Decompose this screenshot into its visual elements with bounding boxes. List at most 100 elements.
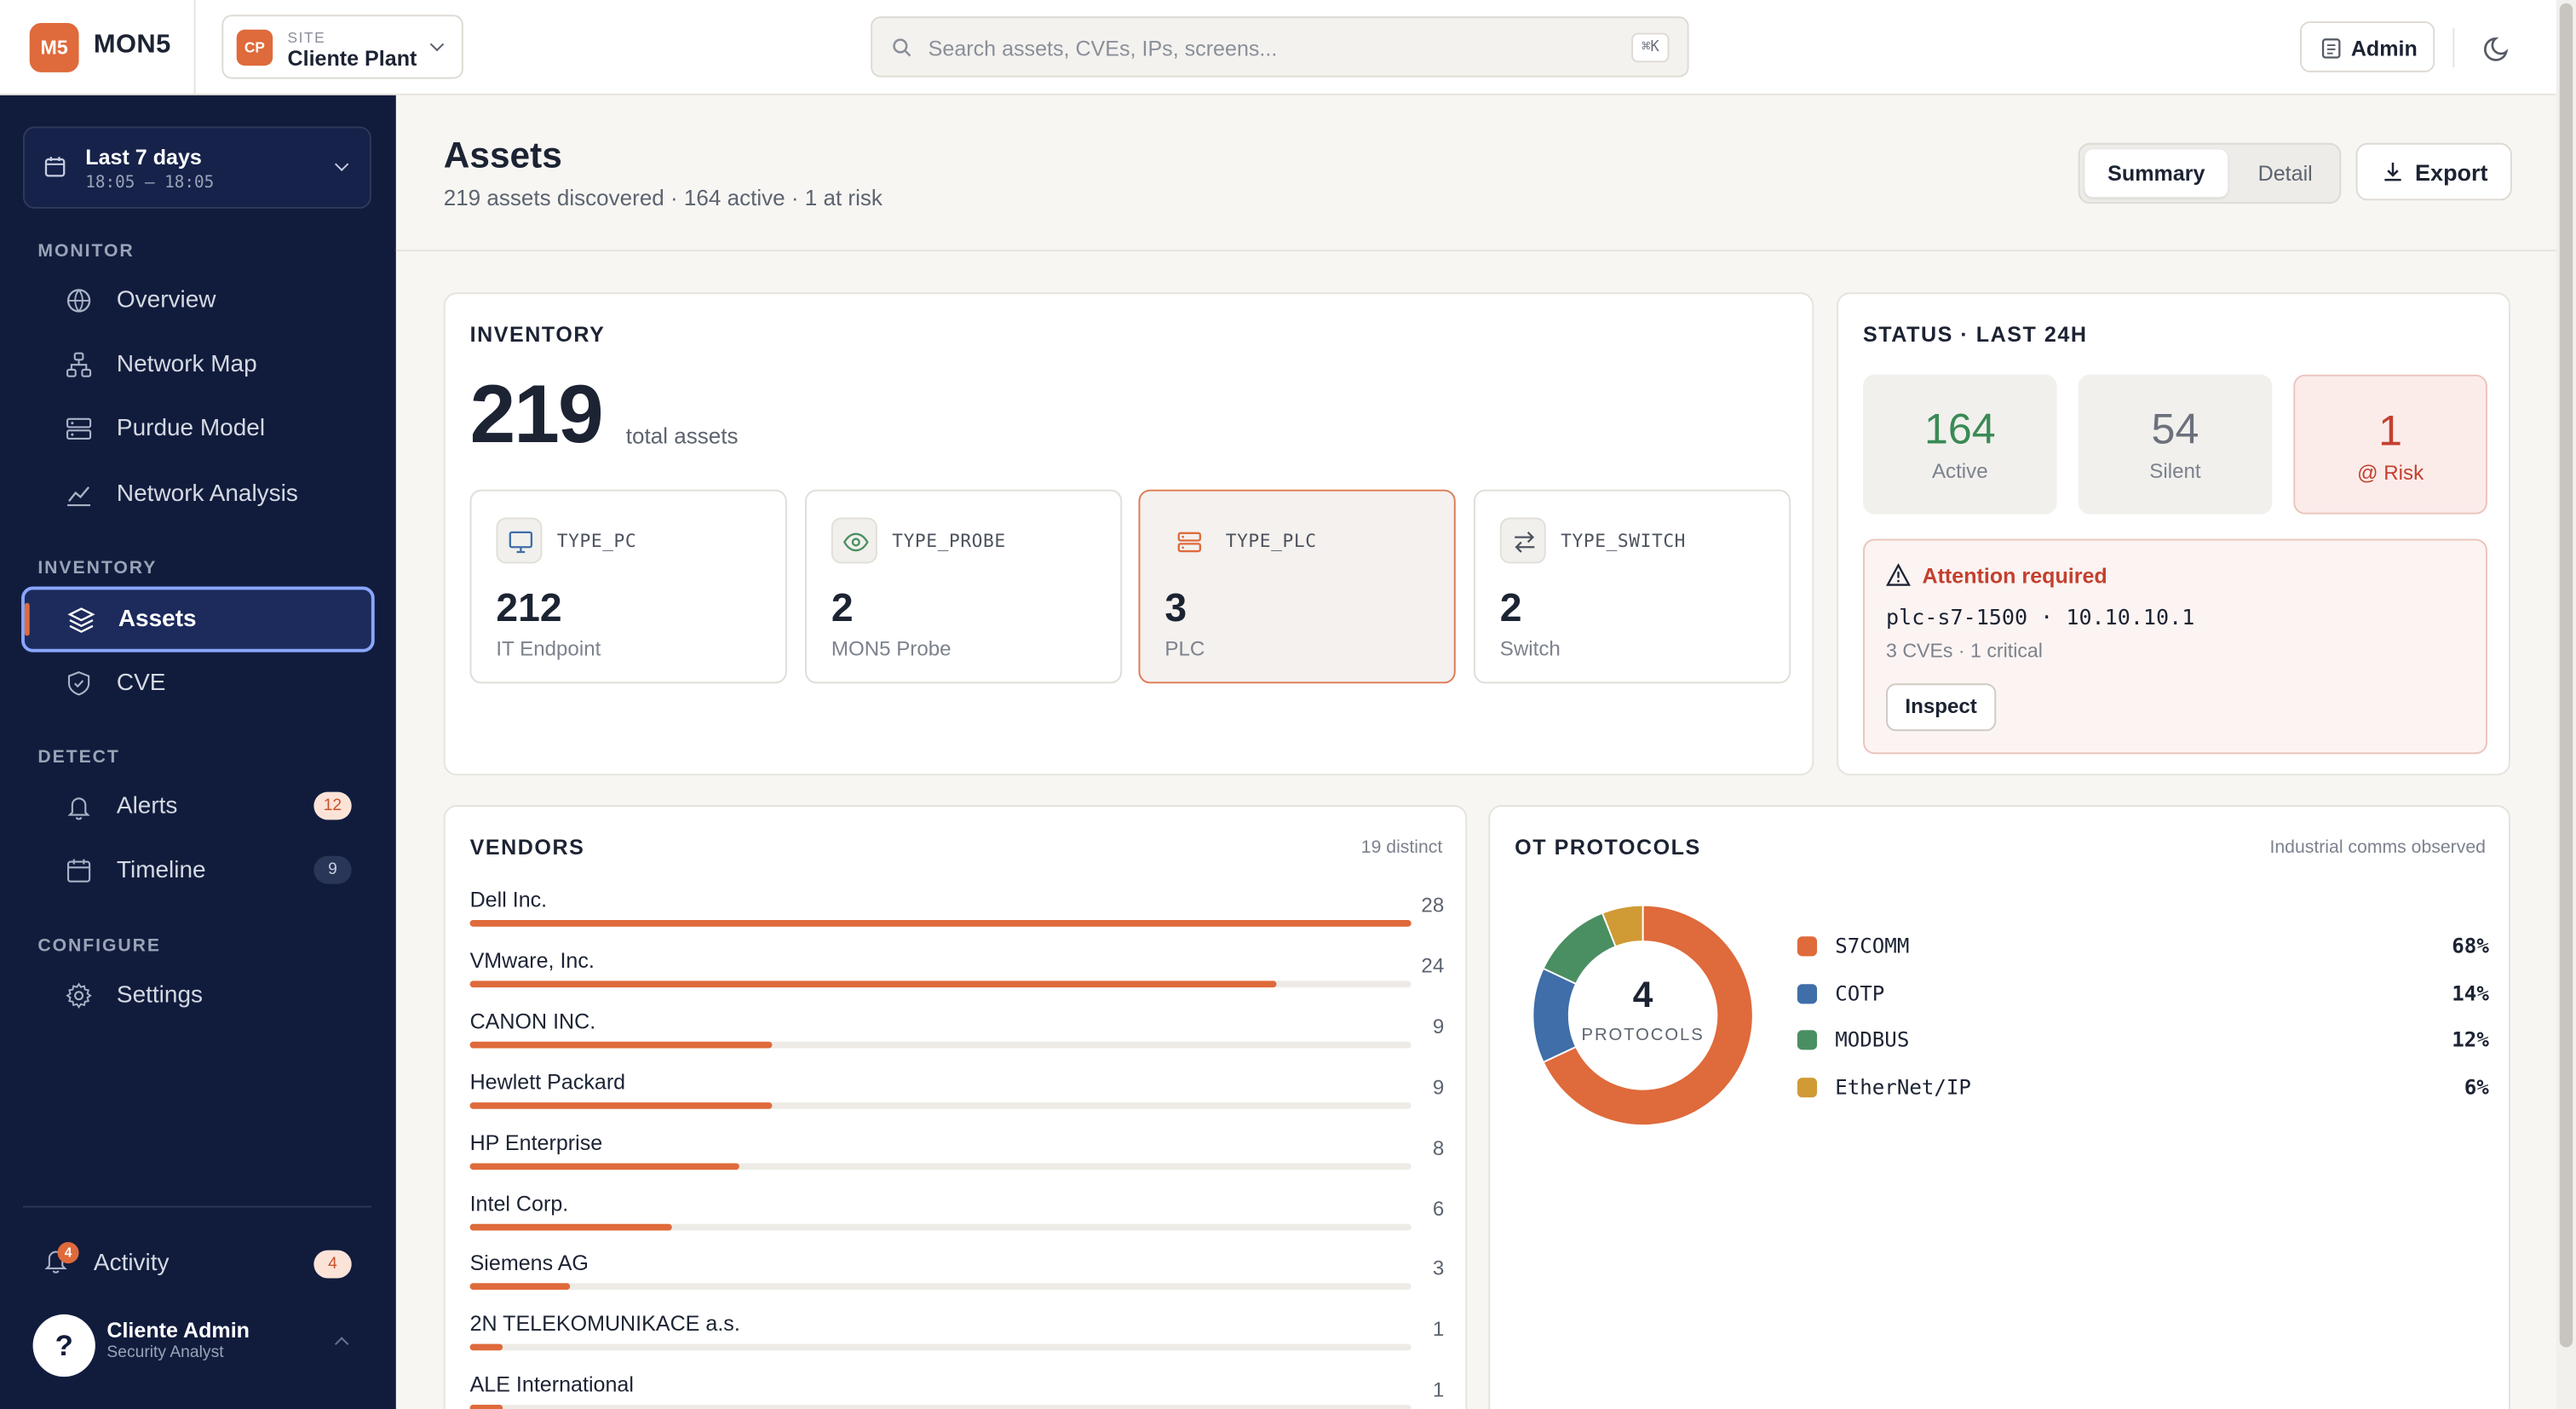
sidebar-item-settings[interactable]: Settings [23, 964, 371, 1027]
stat-active-value: 164 [1923, 404, 1996, 454]
legend-item[interactable]: MODBUS 12% [1797, 1024, 2489, 1057]
theme-toggle-button[interactable] [2477, 26, 2520, 69]
export-button[interactable]: Export [2355, 142, 2512, 201]
asset-type-card-switch[interactable]: TYPE_SWITCH 2 Switch [1473, 489, 1791, 684]
type-icon-box [1164, 518, 1210, 564]
donut-slice-ethernet-ip[interactable] [1601, 904, 1644, 948]
scrollbar-thumb[interactable] [2559, 3, 2573, 1348]
site-selector[interactable]: CP SITE Cliente Plant [221, 14, 463, 79]
tab-summary[interactable]: Summary [2084, 149, 2228, 198]
vendor-row[interactable]: Dell Inc. 28 [469, 887, 1444, 947]
asset-type-card-plc[interactable]: TYPE_PLC 3 PLC [1138, 489, 1456, 684]
protocols-donut: 4 PROTOCOLS [1515, 887, 1771, 1143]
page-scrollbar[interactable] [2556, 0, 2576, 1409]
legend-item[interactable]: S7COMM 68% [1797, 930, 2489, 963]
search-shortcut: ⌘K [1631, 32, 1670, 63]
sidebar-item-overview[interactable]: Overview [23, 269, 371, 331]
document-icon [2321, 38, 2341, 59]
legend-item[interactable]: EtherNet/IP 6% [1797, 1071, 2489, 1104]
vendor-name: Hewlett Packard [469, 1068, 626, 1094]
sidebar-item-network-map[interactable]: Network Map [23, 334, 371, 396]
date-range-selector[interactable]: Last 7 days 18:05 – 18:05 [23, 126, 371, 209]
shield-icon [67, 671, 90, 696]
view-toggle: Summary Detail [2078, 142, 2342, 204]
legend-swatch [1797, 936, 1818, 957]
vendor-bar [469, 1162, 739, 1170]
donut-slice-s7comm[interactable] [1542, 904, 1754, 1127]
sidebar-item-cve[interactable]: CVE [23, 653, 371, 715]
vendor-bar-track [469, 1222, 1412, 1230]
asset-type-card-pc[interactable]: TYPE_PC 212 IT Endpoint [469, 489, 787, 684]
sidebar-item-network-analysis[interactable]: Network Analysis [23, 463, 371, 526]
vendor-bar-track [469, 1162, 1412, 1170]
vendor-count: 8 [1432, 1136, 1445, 1159]
sidebar-item-alerts[interactable]: Alerts 12 [23, 775, 371, 837]
chevron-down-icon [334, 157, 349, 172]
sidebar-divider [23, 1205, 371, 1208]
type-icon-box [831, 517, 877, 564]
vendor-bar-track [469, 1041, 1412, 1049]
protocols-card: OT PROTOCOLS Industrial comms observed 4… [1488, 805, 2510, 1409]
sidebar-item-purdue-model[interactable]: Purdue Model [23, 398, 371, 460]
user-name: Cliente Admin [106, 1317, 250, 1343]
vendor-row[interactable]: Hewlett Packard 9 [469, 1068, 1444, 1130]
gear-icon [66, 982, 92, 1009]
donut-slice-modbus[interactable] [1542, 912, 1617, 986]
vendor-row[interactable]: Siemens AG 3 [469, 1251, 1444, 1311]
page-header: Assets 219 assets discovered · 164 activ… [395, 95, 2556, 252]
vendors-title: VENDORS [469, 834, 585, 860]
sidebar-item-timeline[interactable]: Timeline 9 [23, 840, 371, 902]
sidebar-item-assets[interactable]: Assets [21, 586, 375, 653]
vendor-name: ALE International [469, 1372, 634, 1397]
calendar-icon [66, 859, 91, 883]
vendor-row[interactable]: CANON INC. 9 [469, 1009, 1445, 1069]
vendors-meta: 19 distinct [1360, 837, 1443, 858]
activity-button[interactable]: 4 Activity 4 [23, 1234, 371, 1292]
asset-type-name: TYPE_SWITCH [1561, 530, 1687, 553]
tab-detail[interactable]: Detail [2257, 161, 2313, 186]
attention-panel: Attention required plc-s7-1500 · 10.10.1… [1863, 538, 2487, 755]
avatar: ? [32, 1314, 95, 1377]
page-title: Assets [443, 135, 562, 176]
search-input[interactable]: Search assets, CVEs, IPs, screens... ⌘K [871, 16, 1689, 78]
vendor-row[interactable]: 2N TELEKOMUNIKACE a.s. 1 [469, 1312, 1444, 1372]
vendor-row[interactable]: Intel Corp. 6 [469, 1190, 1444, 1251]
legend-swatch [1797, 983, 1818, 1004]
asset-type-card-probe[interactable]: TYPE_PROBE 2 MON5 Probe [805, 489, 1123, 684]
vendor-bar-track [469, 1344, 1412, 1351]
stat-active[interactable]: 164 Active [1863, 374, 2057, 515]
stat-active-label: Active [1931, 460, 1988, 484]
warning-icon [1886, 563, 1911, 586]
activity-dot-badge: 4 [57, 1242, 79, 1264]
app-logo[interactable]: M5 [29, 23, 79, 72]
vendor-count: 1 [1432, 1378, 1445, 1402]
stack-icon [67, 607, 95, 633]
asset-type-desc: IT Endpoint [496, 637, 601, 661]
chevron-up-icon [334, 1337, 349, 1351]
legend-percent: 68% [2452, 933, 2489, 958]
admin-button[interactable]: Admin [2300, 21, 2435, 72]
download-icon [2384, 162, 2401, 181]
vendor-bar [469, 1344, 504, 1351]
alerts-count-badge: 12 [313, 791, 352, 820]
vendor-row[interactable]: ALE International 1 [469, 1372, 1445, 1409]
legend-percent: 14% [2452, 980, 2489, 1005]
vendor-row[interactable]: HP Enterprise 8 [469, 1130, 1445, 1190]
activity-label: Activity [93, 1250, 170, 1277]
legend-item[interactable]: COTP 14% [1797, 977, 2489, 1010]
monitor-icon [509, 531, 533, 554]
vendor-count: 9 [1432, 1015, 1445, 1038]
vendor-bar-track [469, 1283, 1412, 1291]
date-range-label: Last 7 days [85, 144, 202, 170]
vendor-bar-track [469, 1101, 1412, 1109]
inspect-button[interactable]: Inspect [1886, 683, 1997, 732]
inventory-card: INVENTORY 219 total assets TYPE_PC 212 I… [443, 292, 1814, 776]
user-menu[interactable]: ? Cliente Admin Security Analyst [23, 1308, 371, 1387]
stat-risk[interactable]: 1 @ Risk [2293, 374, 2487, 515]
search-placeholder: Search assets, CVEs, IPs, screens... [928, 36, 1278, 61]
legend-label: COTP [1835, 980, 1885, 1005]
network-icon [66, 352, 92, 377]
nav-group-monitor: MONITOR [37, 241, 135, 262]
vendor-row[interactable]: VMware, Inc. 24 [469, 948, 1444, 1009]
stat-silent[interactable]: 54 Silent [2078, 374, 2273, 515]
